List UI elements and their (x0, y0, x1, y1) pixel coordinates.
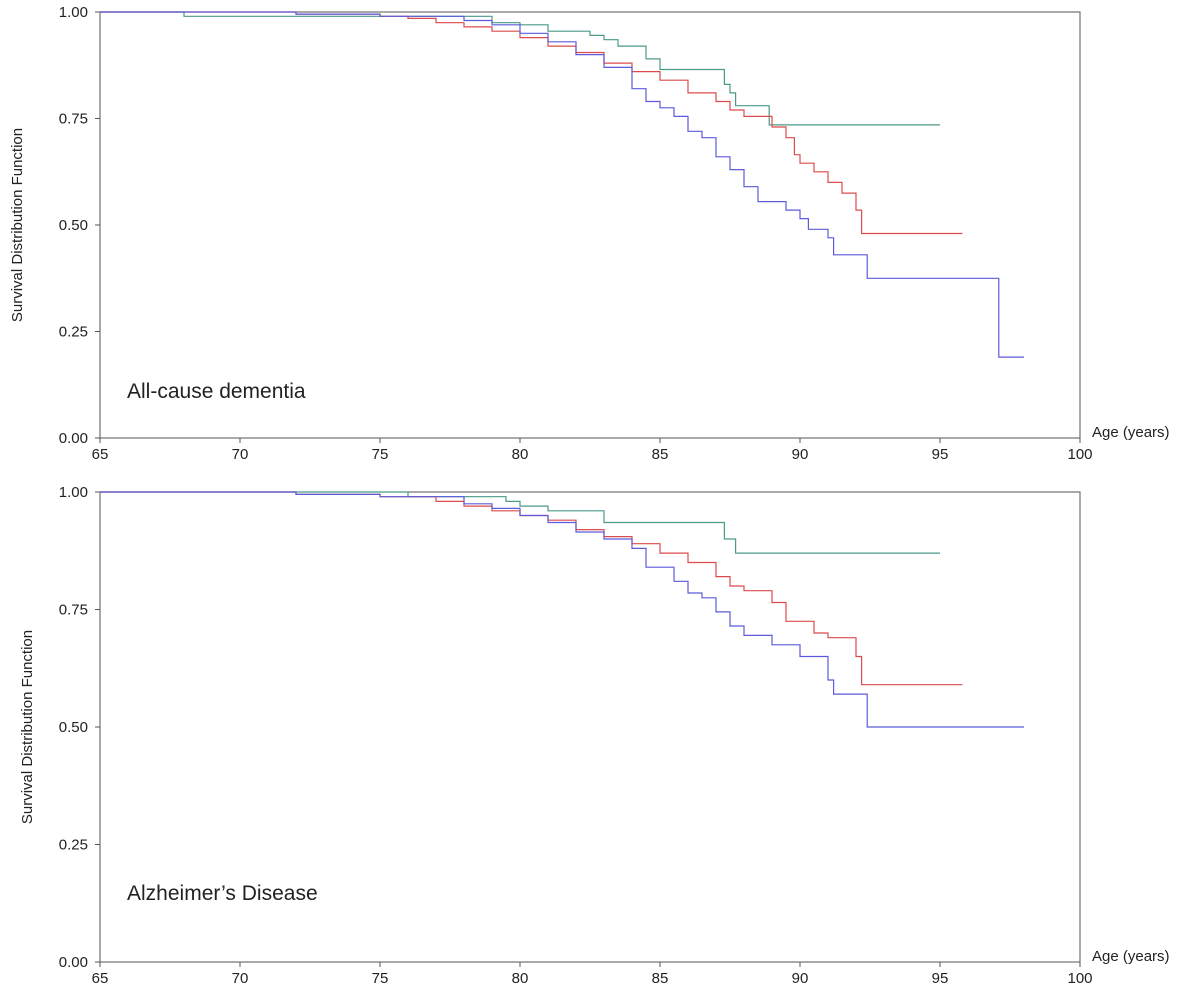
x-tick-label: 80 (512, 446, 529, 463)
survival-curve (100, 491, 940, 554)
y-tick-label: 0.00 (59, 430, 88, 447)
y-tick-label: 1.00 (59, 4, 88, 21)
survival-curve (100, 11, 1024, 358)
x-tick-label: 70 (232, 446, 249, 463)
panel-annotation: All-cause dementia (127, 380, 306, 403)
x-tick-label: 65 (92, 970, 109, 987)
x-tick-label: 90 (792, 970, 809, 987)
y-tick-label: 1.00 (59, 484, 88, 501)
x-tick-label: 85 (652, 970, 669, 987)
x-tick-label: 75 (372, 446, 389, 463)
panel-alzheimers-disease: 0.00 0.25 0.50 0.75 1.00 65 70 75 80 85 90 95 100Age… (19, 484, 1170, 987)
survival-curve (100, 491, 1024, 728)
y-tick-label: 0.75 (59, 111, 88, 128)
x-tick-label: 70 (232, 970, 249, 987)
plot-frame (99, 11, 1081, 439)
y-axis-title: Survival Distribution Function (9, 128, 26, 322)
x-tick-label: 80 (512, 970, 529, 987)
survival-curve (100, 491, 963, 686)
y-tick-label: 0.75 (59, 602, 88, 619)
x-tick-label: 95 (932, 970, 949, 987)
x-tick-label: 65 (92, 446, 109, 463)
y-tick-label: 0.50 (59, 719, 88, 736)
x-tick-label: 90 (792, 446, 809, 463)
x-tick-label: 85 (652, 446, 669, 463)
x-axis-title: Age (years) (1092, 424, 1170, 441)
panel-all-cause-dementia: 0.00 0.25 0.50 0.75 1.00 65 70 75 80 85 90 95 100Age… (9, 4, 1170, 463)
x-tick-label: 100 (1067, 970, 1092, 987)
y-axis-title: Survival Distribution Function (19, 630, 36, 824)
panel-annotation: Alzheimer’s Disease (127, 882, 318, 905)
y-tick-label: 0.00 (59, 954, 88, 971)
y-tick-label: 0.50 (59, 217, 88, 234)
x-tick-label: 75 (372, 970, 389, 987)
y-tick-label: 0.25 (59, 837, 88, 854)
survival-curve (100, 11, 963, 235)
x-axis-title: Age (years) (1092, 948, 1170, 965)
x-tick-label: 95 (932, 446, 949, 463)
x-tick-label: 100 (1067, 446, 1092, 463)
y-tick-label: 0.25 (59, 324, 88, 341)
